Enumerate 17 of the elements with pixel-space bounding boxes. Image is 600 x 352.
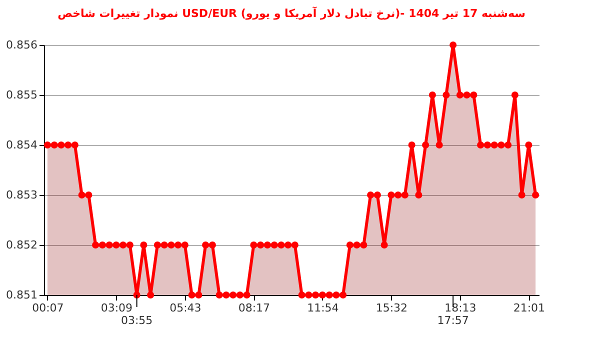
chart-title: نمودار تغییرات شاخص USD/EUR (نرخ تبادل دلار آمریکا و یورو)- سه‌شنبه 17 تیر 1404	[58, 6, 526, 20]
x-tick-label: 21:01	[513, 302, 546, 314]
x-tick-label: 15:32	[376, 302, 408, 314]
x-tick-label: 11:54	[307, 302, 339, 314]
x-tick-label: 05:43	[170, 302, 202, 314]
x-tick-label: 00:07	[32, 302, 64, 314]
y-tick-label: 0.854	[6, 138, 38, 152]
y-tick-label: 0.853	[6, 188, 38, 202]
y-tick-label: 0.856	[6, 38, 38, 52]
x-tick-label: 03:09	[100, 302, 133, 314]
y-tick-label: 0.855	[6, 88, 38, 102]
x-tick-label: 03:55	[120, 314, 153, 327]
x-tick-label: 18:13	[444, 302, 476, 314]
y-tick-label: 0.851	[6, 288, 38, 302]
y-tick-label: 0.852	[6, 238, 38, 252]
x-tick-label: 08:17	[238, 302, 270, 314]
x-tick-label: 17:57	[437, 314, 469, 327]
